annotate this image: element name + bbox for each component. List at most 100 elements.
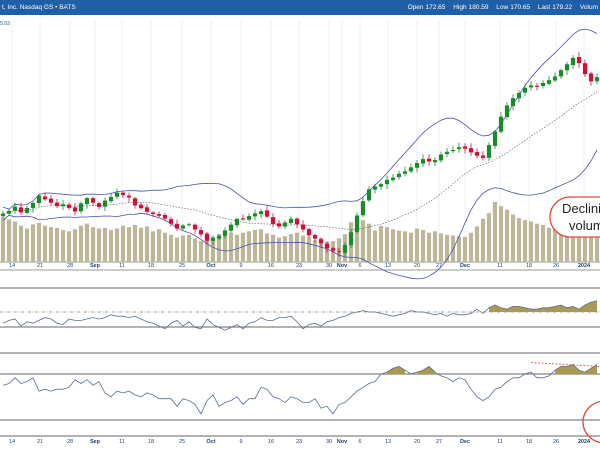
candle-body <box>12 206 18 211</box>
volume-bar <box>240 232 246 262</box>
volume-bar <box>552 227 558 262</box>
volume-bar <box>438 233 444 262</box>
candle-body <box>216 235 222 239</box>
candle-body <box>168 219 174 224</box>
low-label: Low <box>496 4 509 11</box>
volume-bar <box>360 220 366 262</box>
candle-body <box>528 85 534 88</box>
high-label: High <box>453 4 467 11</box>
candle-body <box>390 177 396 180</box>
candle-body <box>90 198 96 203</box>
volume-bar <box>282 236 288 262</box>
volume-bar <box>222 231 228 262</box>
upper-band-line <box>2 28 598 210</box>
date-tick-label: Dec <box>460 439 470 445</box>
date-tick-label: 28 <box>67 439 73 445</box>
candle-body <box>348 232 354 246</box>
last-label: Last <box>537 4 551 11</box>
date-tick-label: 11 <box>119 263 125 269</box>
candle-body <box>444 151 450 155</box>
volume-bar <box>420 229 426 262</box>
date-tick-label: 27 <box>436 263 442 269</box>
volume-bar <box>96 228 102 262</box>
candle-body <box>288 218 294 223</box>
candle-body <box>60 204 66 207</box>
date-tick-label: 13 <box>385 439 391 445</box>
date-tick-label: 18 <box>526 263 532 269</box>
volume-callout-line2: volum <box>569 218 600 233</box>
candle-body <box>78 203 84 212</box>
panel-separators <box>0 261 600 437</box>
volume-bar <box>0 217 6 262</box>
date-tick-label: 9 <box>239 263 242 269</box>
volume-bar <box>498 206 504 262</box>
volume-bar <box>414 228 420 262</box>
volume-bar <box>384 227 390 262</box>
volume-label: Volum <box>579 4 598 11</box>
volume-bar <box>192 238 198 262</box>
candle-body <box>408 167 414 172</box>
volume-bar <box>558 229 564 262</box>
candle-body <box>426 158 432 162</box>
volume-bar <box>48 227 54 262</box>
candle-body <box>480 155 486 158</box>
candle-body <box>30 202 36 208</box>
volume-bar <box>204 238 210 262</box>
volume-bar <box>312 240 318 262</box>
volume-bar <box>516 218 522 262</box>
volume-bar <box>528 221 534 262</box>
candle-body <box>384 179 390 185</box>
volume-bar <box>576 225 582 262</box>
candle-body <box>246 216 252 220</box>
date-tick-label: 23 <box>296 263 302 269</box>
volume-bar <box>246 231 252 262</box>
candle-body <box>468 148 474 153</box>
candle-body <box>54 202 60 207</box>
date-tick-label: Nov <box>337 439 348 445</box>
candle-body <box>396 173 402 178</box>
volume-bar <box>474 226 480 262</box>
candle-body <box>96 203 102 207</box>
volume-bar <box>108 229 114 262</box>
date-tick-label: 20 <box>414 439 420 445</box>
candle-body <box>0 213 6 217</box>
volume-bar <box>126 227 132 262</box>
volume-bar <box>216 234 222 262</box>
volume-bar <box>318 238 324 262</box>
volume-bar <box>12 221 18 262</box>
candle-body <box>414 163 420 168</box>
candle-body <box>192 224 198 230</box>
candle-body <box>342 245 348 253</box>
candle-body <box>486 145 492 158</box>
candle-body <box>36 195 42 203</box>
volume-bar <box>456 236 462 262</box>
indicator-two-trend-line <box>530 362 600 367</box>
candle-body <box>378 184 384 187</box>
date-tick-label: 14 <box>9 439 15 445</box>
volume-bar <box>84 223 90 262</box>
date-tick-label: 20 <box>414 263 420 269</box>
date-tick-label: 11 <box>119 439 125 445</box>
candle-body <box>516 92 522 99</box>
candle-body <box>420 159 426 164</box>
date-tick-label: 25 <box>179 439 185 445</box>
candle-body <box>198 230 204 235</box>
volume-bar <box>42 225 48 262</box>
candle-body <box>360 201 366 216</box>
grid <box>11 20 585 262</box>
volume-bar <box>390 229 396 262</box>
volume-bar <box>276 237 282 262</box>
candle-body <box>222 230 228 236</box>
indicator-one-line <box>2 300 598 331</box>
volume-bar <box>198 241 204 262</box>
candle-body <box>270 217 276 225</box>
date-tick-label: Dec <box>460 263 470 269</box>
volume-bar <box>120 225 126 262</box>
price-header: t, Inc. Nasdaq GS • BATS Open 172.65 High… <box>0 0 600 15</box>
date-tick-label: Sep <box>90 263 101 269</box>
candle-body <box>546 80 552 84</box>
candle-body <box>138 204 144 209</box>
candle-body <box>540 82 546 87</box>
volume-bar <box>6 219 12 262</box>
